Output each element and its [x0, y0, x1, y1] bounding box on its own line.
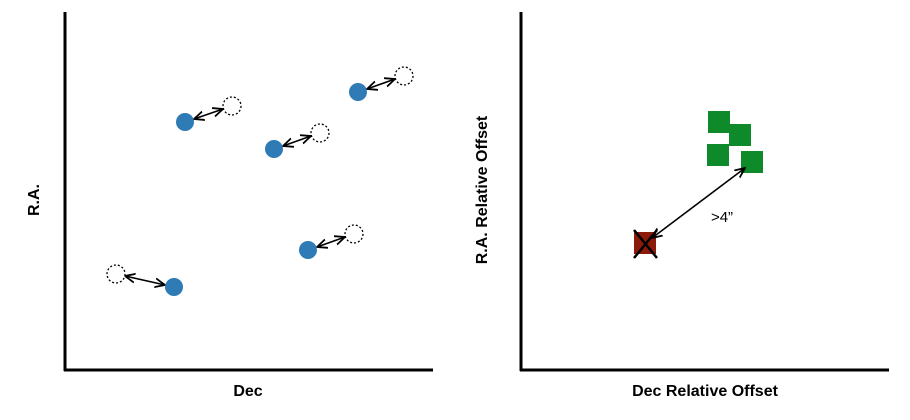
- offset-arrow: [652, 168, 745, 238]
- offset-arrow: [367, 79, 395, 89]
- right-panel: R.A. Relative Offset Dec Relative Offset…: [474, 12, 889, 400]
- expected-position: [394, 66, 414, 86]
- offset-arrow: [317, 237, 345, 247]
- offset-arrow: [125, 276, 165, 285]
- match-square: [729, 124, 751, 146]
- expected-position: [344, 224, 364, 244]
- expected-position: [222, 96, 242, 116]
- y-axis-label: R.A.: [26, 184, 43, 216]
- expected-position: [106, 264, 126, 284]
- x-axis-label: Dec Relative Offset: [632, 383, 779, 400]
- source: [165, 278, 183, 296]
- match-square: [741, 151, 763, 173]
- source: [349, 83, 367, 101]
- offset-arrow: [194, 109, 223, 119]
- match-square: [707, 144, 729, 166]
- expected-position: [310, 123, 330, 143]
- y-axis-label: R.A. Relative Offset: [474, 115, 491, 264]
- offset-pairs: [106, 66, 414, 296]
- match-square: [708, 111, 730, 133]
- source: [176, 113, 194, 131]
- offset-arrow: [283, 136, 311, 146]
- left-panel: R.A. Dec: [26, 12, 433, 400]
- source: [265, 140, 283, 158]
- offset-annotation: >4”: [711, 209, 733, 226]
- x-axis-label: Dec: [233, 383, 262, 400]
- source: [299, 241, 317, 259]
